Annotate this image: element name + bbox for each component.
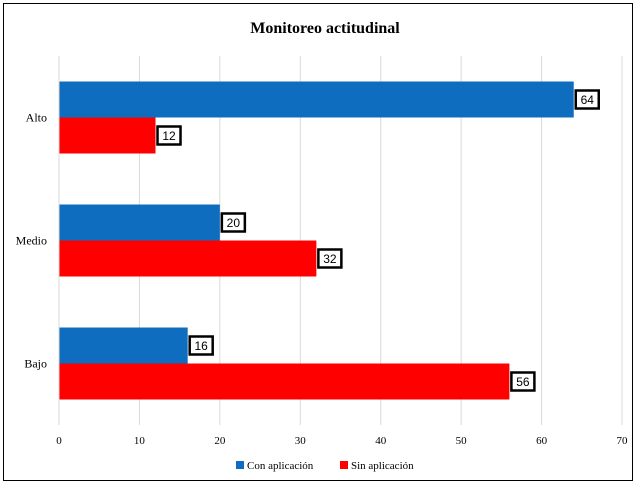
x-tick-label-50: 50: [456, 435, 468, 447]
bar-bajo-con: [59, 327, 188, 364]
data-label-box-bajo-sin: [510, 371, 536, 392]
data-label-box-medio-con: [220, 212, 247, 233]
chart-title: Monitoreo actitudinal: [250, 20, 400, 37]
legend-swatch-con: [236, 461, 244, 469]
x-tick-label-20: 20: [214, 435, 226, 447]
data-label-alto-sin: 12: [162, 129, 176, 143]
axes: 0 10 20 30 40 50 60 70 Alto Medio Bajo: [16, 56, 628, 447]
legend: Con aplicación Sin aplicación: [236, 460, 414, 472]
x-tick-label-70: 70: [617, 435, 629, 447]
data-label-medio-con: 20: [227, 216, 241, 230]
bar-alto-con: [59, 81, 574, 118]
category-label-alto: Alto: [26, 111, 47, 125]
x-tick-label-40: 40: [375, 435, 387, 447]
data-label-box-alto-con: [574, 89, 600, 110]
data-label-alto-con: 64: [581, 93, 595, 107]
data-label-bajo-con: 16: [195, 339, 209, 353]
data-labels: 64 12 20 32 16 56: [156, 89, 600, 392]
x-tick-label-10: 10: [134, 435, 146, 447]
legend-label-con: Con aplicación: [247, 460, 314, 472]
legend-label-sin: Sin aplicación: [351, 460, 414, 472]
data-label-box-alto-sin: [156, 125, 182, 146]
bars: [59, 81, 574, 400]
data-label-medio-sin: 32: [323, 252, 337, 266]
category-label-bajo: Bajo: [24, 357, 47, 371]
bar-bajo-sin: [59, 363, 510, 400]
x-tick-label-60: 60: [536, 435, 548, 447]
data-label-box-bajo-con: [188, 335, 214, 356]
category-label-medio: Medio: [16, 234, 47, 248]
x-tick-label-0: 0: [56, 435, 62, 447]
bar-medio-sin: [59, 240, 317, 277]
data-label-box-medio-sin: [317, 248, 343, 269]
bar-medio-con: [59, 204, 220, 241]
bar-alto-sin: [59, 117, 156, 154]
x-tick-label-30: 30: [295, 435, 307, 447]
legend-swatch-sin: [340, 461, 348, 469]
data-label-bajo-sin: 56: [516, 375, 530, 389]
